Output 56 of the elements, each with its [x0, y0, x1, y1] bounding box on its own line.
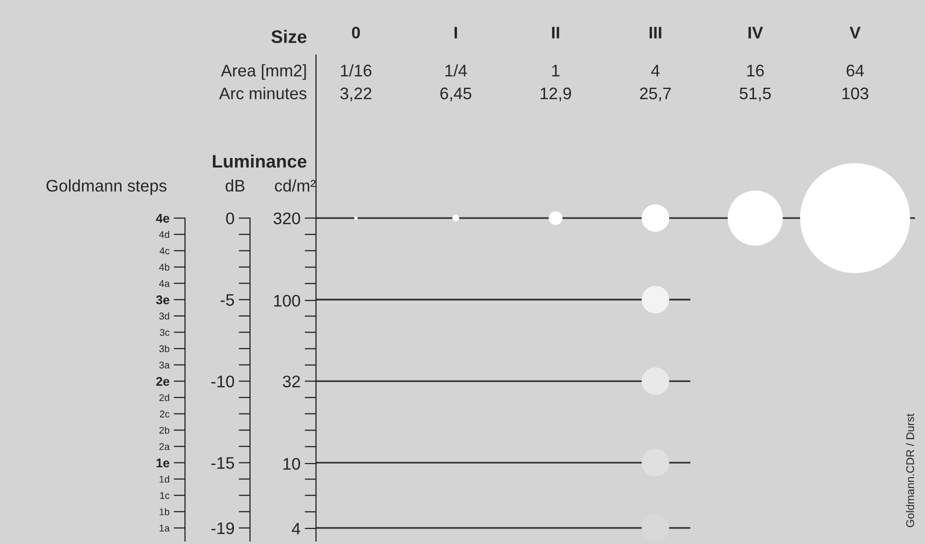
text: 4c	[160, 248, 170, 254]
y-tick-label: -15	[211, 457, 234, 469]
text: 3d	[159, 312, 170, 320]
text: 2b	[159, 426, 170, 434]
text: 3a	[159, 362, 170, 368]
text: 4b	[159, 263, 170, 271]
x-tick-label: V	[850, 26, 861, 38]
text: 3e	[156, 295, 170, 304]
x-tick-label: I	[454, 26, 457, 38]
y2-tick-label: 4	[292, 523, 300, 534]
text: 1c	[160, 492, 170, 499]
x-tick-label: 0	[352, 26, 360, 39]
y-tick-label: -10	[211, 376, 234, 388]
y-tick-label: -5	[220, 294, 234, 306]
y2-axis-title: cd/m²	[274, 179, 316, 192]
y-tick-label: 0	[226, 212, 234, 224]
text: 2d	[159, 394, 170, 402]
text: 4d	[159, 230, 170, 238]
text: 1e	[156, 458, 170, 468]
annotation: 1/16	[340, 64, 372, 76]
text: Luminance	[212, 154, 306, 168]
text: Area [mm2]	[220, 64, 306, 80]
y3-axis-title: Goldmann steps	[46, 179, 166, 195]
y2-tick-label: 32	[282, 376, 300, 388]
y-axis-title: dB	[226, 179, 244, 192]
text: 3c	[160, 328, 170, 336]
text: Arc minutes	[219, 87, 306, 100]
annotation: 16	[747, 64, 764, 76]
y2-tick-label: 320	[274, 212, 300, 224]
annotation: 3,22	[340, 88, 372, 102]
annotation: 1	[552, 64, 560, 76]
annotation: 25,7	[640, 88, 671, 102]
x-tick-label: III	[650, 26, 662, 38]
text: 1a	[160, 524, 170, 532]
annotation: 64	[846, 64, 864, 76]
y-tick-label: -19	[211, 522, 234, 534]
x-tick-label: II	[552, 26, 560, 38]
annotation: 103	[842, 88, 868, 100]
x-axis-title: Size	[271, 30, 306, 44]
annotation: 51,5	[740, 88, 771, 102]
text: 3b	[159, 345, 170, 352]
annotation: Goldmann.CDR / Durst	[906, 414, 914, 528]
annotation: 1/4	[445, 64, 467, 76]
x-tick-label: IV	[748, 26, 764, 38]
text: 1d	[160, 476, 170, 483]
y2-tick-label: 100	[274, 294, 300, 307]
annotation: 4	[651, 64, 660, 76]
y2-tick-label: 10	[283, 458, 300, 470]
text: 2e	[156, 376, 170, 386]
annotation: 12,9	[540, 88, 572, 102]
text: 2c	[160, 410, 170, 418]
text: 1b	[160, 508, 170, 516]
text: 2a	[159, 443, 170, 450]
annotation: 6,45	[440, 88, 472, 102]
text: 4a	[159, 280, 170, 287]
text: 4e	[156, 214, 170, 223]
